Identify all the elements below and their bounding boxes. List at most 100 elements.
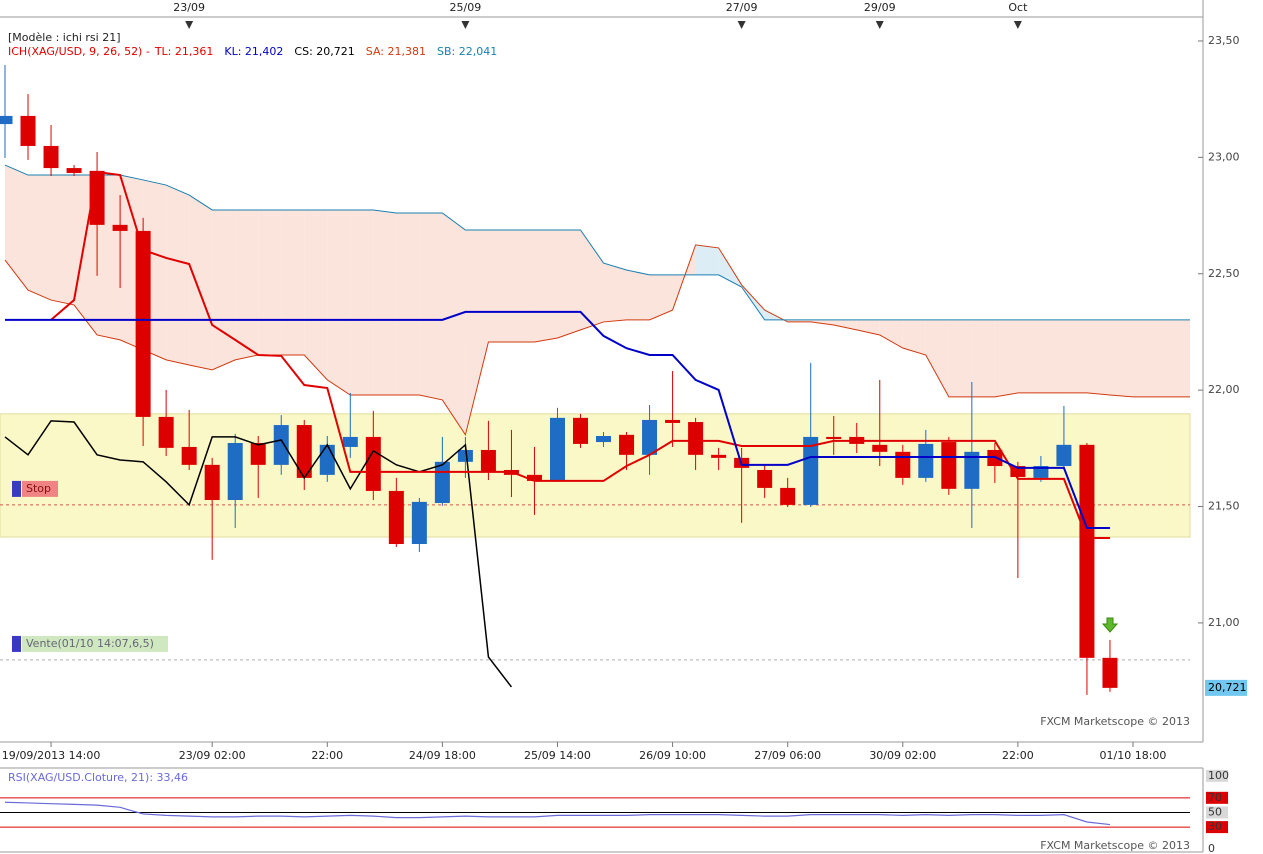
cloud <box>258 209 282 355</box>
candle-body <box>803 436 819 505</box>
candle-body <box>596 435 612 443</box>
candle-body <box>480 449 496 472</box>
rsi-watermark: FXCM Marketscope © 2013 <box>1040 839 1190 852</box>
candle-body <box>388 490 404 545</box>
cloud <box>879 319 903 349</box>
candle-body <box>342 436 358 447</box>
day-marker <box>875 21 884 29</box>
cloud <box>557 229 581 338</box>
rsi-line <box>4 801 1111 826</box>
readout: TL: 21,361 <box>154 45 214 58</box>
rsi-tick-box <box>1206 806 1228 819</box>
candle-body <box>158 416 174 448</box>
candle-body <box>1010 466 1026 477</box>
candle-body <box>273 425 289 465</box>
cloud <box>856 319 880 335</box>
candle-body <box>688 422 704 455</box>
candle-body <box>826 436 842 440</box>
candle-body <box>66 168 82 173</box>
cloud <box>442 212 466 435</box>
cloud <box>373 209 397 396</box>
level-marker <box>12 635 21 652</box>
rsi-tick-label: 0 <box>1208 842 1215 854</box>
candle-body <box>434 461 450 504</box>
cloud <box>350 209 374 396</box>
cloud <box>419 212 443 400</box>
candle-body <box>642 419 658 455</box>
cloud <box>810 319 834 325</box>
x-tick-label: 23/09 02:00 <box>179 749 246 762</box>
last-price-label: 20,721 <box>1208 681 1247 694</box>
y-tick-label: 21,50 <box>1208 500 1240 513</box>
x-tick-label: 26/09 10:00 <box>639 749 706 762</box>
level-label-box <box>22 635 168 652</box>
candle-body <box>918 443 934 478</box>
level-label-box <box>22 480 58 497</box>
candle-body <box>1056 444 1072 467</box>
cloud <box>235 209 259 360</box>
cloud <box>1086 319 1110 396</box>
candle-body <box>526 474 542 481</box>
cloud <box>902 319 926 355</box>
cloud <box>1017 319 1041 393</box>
cloud <box>5 165 29 291</box>
cloud <box>465 229 489 435</box>
candle-body <box>296 425 312 478</box>
x-tick-label: 19/09/2013 14:00 <box>2 749 101 762</box>
candle-body <box>204 464 220 501</box>
x-tick-label: 27/09 06:00 <box>754 749 821 762</box>
cloud <box>1109 319 1133 397</box>
candle-body <box>250 442 266 465</box>
watermark: FXCM Marketscope © 2013 <box>1040 715 1190 728</box>
cloud <box>971 319 995 397</box>
last-price-box <box>1205 679 1247 696</box>
cloud <box>1063 319 1087 393</box>
candle-body <box>1079 444 1095 658</box>
candle-body <box>964 451 980 489</box>
rsi-tick-box <box>1206 769 1228 782</box>
rsi-tick-label: 70 <box>1208 791 1222 804</box>
candle-body <box>872 444 888 452</box>
top-tick-label: 29/09 <box>864 1 896 14</box>
x-tick-label: 01/10 18:00 <box>1100 749 1167 762</box>
level-label: Stop <box>26 482 51 495</box>
cloud <box>649 274 673 320</box>
rsi-tick-label: 30 <box>1208 820 1222 833</box>
cloud <box>511 229 535 342</box>
y-tick-label: 22,50 <box>1208 267 1240 280</box>
day-marker <box>185 21 194 29</box>
day-marker <box>737 21 746 29</box>
cloud <box>833 319 857 330</box>
candle-body <box>573 417 588 444</box>
senkou-b-line <box>4 164 1190 321</box>
senkou-a-line <box>4 244 1190 437</box>
cloud <box>1132 319 1190 397</box>
cloud <box>994 319 1018 397</box>
cloud <box>212 209 236 370</box>
cloud <box>304 209 328 380</box>
cloud <box>488 229 512 342</box>
candle-body <box>411 501 427 545</box>
readout: SB: 22,041 <box>437 45 497 58</box>
cloud <box>695 244 719 275</box>
rsi-tick-label: 100 <box>1208 769 1229 782</box>
candle-body <box>780 487 796 505</box>
cloud <box>925 319 949 397</box>
indicator-readout: ICH(XAG/USD, 9, 26, 52) - TL: 21,361 KL: 2… <box>8 45 497 58</box>
cloud <box>327 209 351 396</box>
candle-body <box>619 434 635 455</box>
y-tick-label: 21,00 <box>1208 616 1240 629</box>
y-tick-label: 23,50 <box>1208 34 1240 47</box>
candle-body <box>895 451 911 478</box>
cloud <box>166 185 190 365</box>
rsi-tick-box <box>1206 821 1228 834</box>
zone-band <box>0 413 1191 538</box>
candle-body <box>0 115 13 125</box>
readout: KL: 21,402 <box>224 45 283 58</box>
x-tick-label: 22:00 <box>311 749 343 762</box>
candle-body <box>941 442 957 489</box>
candle-body <box>20 115 36 146</box>
kijun-line <box>5 310 1110 529</box>
cloud <box>189 195 213 370</box>
